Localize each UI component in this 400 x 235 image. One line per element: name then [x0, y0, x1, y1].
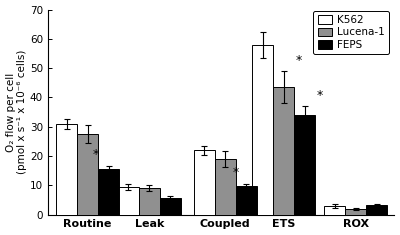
Bar [194, 150, 215, 215]
Bar [346, 209, 366, 215]
Bar [366, 205, 388, 215]
Bar [273, 87, 294, 215]
Text: *: * [233, 166, 239, 179]
Legend: K562, Lucena-1, FEPS: K562, Lucena-1, FEPS [313, 11, 389, 54]
Bar [294, 115, 315, 215]
Bar [77, 134, 98, 215]
Bar [215, 159, 236, 215]
Bar [324, 206, 346, 215]
Text: *: * [295, 54, 302, 67]
Text: *: * [93, 148, 99, 161]
Text: *: * [316, 89, 322, 102]
Bar [118, 187, 139, 215]
Bar [139, 188, 160, 215]
Bar [98, 169, 119, 215]
Bar [252, 45, 273, 215]
Bar [236, 186, 257, 215]
Bar [56, 124, 77, 215]
Bar [160, 198, 181, 215]
Y-axis label: O₂ flow per cell
(pmol x s⁻¹ x 10⁻⁶ cells): O₂ flow per cell (pmol x s⁻¹ x 10⁻⁶ cell… [6, 50, 27, 174]
